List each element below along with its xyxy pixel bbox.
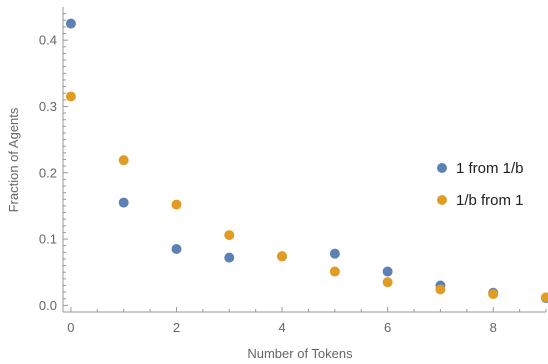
point-series-2 (118, 155, 129, 166)
point-series-1 (224, 252, 235, 263)
y-tick-label: 0.1 (39, 232, 57, 247)
y-tick-label: 0.3 (39, 99, 57, 114)
point-series-2 (171, 199, 182, 210)
legend-marker (437, 163, 447, 173)
point-series-1 (382, 266, 393, 277)
point-series-2 (224, 230, 235, 241)
point-series-2 (488, 289, 499, 300)
x-tick-label: 8 (490, 320, 497, 335)
x-tick-label: 0 (67, 320, 74, 335)
legend: 1 from 1/b 1/b from 1 (437, 160, 524, 209)
legend-marker (437, 195, 447, 205)
y-tick-label: 0.0 (39, 298, 57, 313)
point-series-1 (118, 197, 129, 208)
point-series-2 (65, 91, 76, 102)
point-series-2 (435, 284, 446, 295)
point-series-1 (65, 18, 76, 29)
data-points (65, 18, 548, 304)
point-series-1 (171, 244, 182, 255)
point-series-2 (541, 292, 548, 303)
x-tick-label: 2 (173, 320, 180, 335)
x-axis-label: Number of Tokens (247, 346, 353, 361)
point-series-1 (329, 248, 340, 259)
y-tick-label: 0.4 (39, 33, 57, 48)
x-tick-label: 6 (384, 320, 391, 335)
x-ticks: 0 2 4 6 8 (67, 307, 547, 335)
x-tick-label: 4 (278, 320, 285, 335)
legend-label: 1/b from 1 (456, 192, 524, 209)
y-tick-label: 0.2 (39, 165, 57, 180)
y-axis-label: Fraction of Agents (6, 107, 21, 212)
legend-label: 1 from 1/b (456, 160, 524, 177)
point-series-2 (382, 277, 393, 288)
point-series-2 (329, 266, 340, 277)
point-series-2 (277, 251, 288, 262)
y-ticks: 0.0 0.1 0.2 0.3 0.4 (39, 13, 68, 313)
